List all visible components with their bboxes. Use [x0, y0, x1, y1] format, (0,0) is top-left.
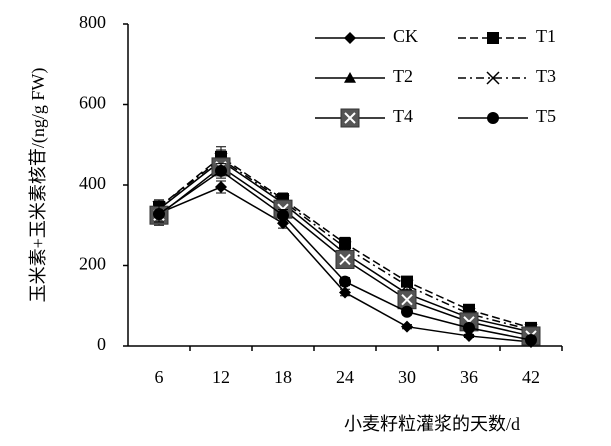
data-point	[339, 275, 351, 288]
data-point	[215, 181, 227, 194]
marker-shape	[463, 321, 475, 334]
data-point	[401, 320, 413, 333]
marker-shape	[339, 275, 351, 288]
x-tick-label: 18	[274, 367, 292, 387]
data-point	[339, 286, 351, 299]
marker-shape	[215, 181, 227, 194]
marker-shape	[344, 32, 356, 44]
x-tick-label: 30	[398, 367, 416, 387]
legend-marker	[487, 32, 499, 44]
marker-shape	[339, 286, 351, 299]
x-axis-label: 小麦籽粒灌浆的天数/d	[344, 414, 520, 434]
data-point	[525, 333, 537, 346]
data-point	[335, 249, 355, 269]
data-point	[153, 207, 165, 220]
data-point	[397, 290, 417, 310]
x-tick-label: 42	[522, 367, 540, 387]
legend-label: T5	[536, 106, 556, 126]
legend-marker	[486, 71, 500, 85]
data-point	[401, 305, 413, 318]
data-point	[463, 321, 475, 334]
legend-label: T1	[536, 26, 556, 46]
y-tick-label: 800	[79, 12, 106, 32]
legend-marker	[340, 108, 360, 128]
legend-marker	[487, 112, 499, 124]
y-tick-label: 200	[79, 254, 106, 274]
x-tick-label: 6	[155, 367, 164, 387]
legend-label: T2	[393, 66, 413, 86]
marker-shape	[344, 112, 356, 124]
y-tick-label: 0	[97, 334, 106, 354]
y-axis-label: 玉米素+玉米素核苷/(ng/g FW)	[28, 68, 49, 303]
marker-shape	[153, 207, 165, 220]
marker-shape	[215, 164, 227, 177]
marker-shape	[339, 253, 351, 266]
data-point	[277, 209, 289, 222]
y-tick-label: 400	[79, 173, 106, 193]
marker-shape	[401, 320, 413, 333]
legend-label: T4	[393, 106, 413, 126]
x-tick-label: 12	[212, 367, 230, 387]
legend-marker	[344, 32, 356, 44]
marker-shape	[401, 294, 413, 306]
data-point	[400, 279, 414, 293]
y-tick-label: 600	[79, 93, 106, 113]
x-tick-label: 36	[460, 367, 478, 387]
marker-shape	[486, 71, 500, 85]
legend-label: T3	[536, 66, 556, 86]
x-tick-label: 24	[336, 367, 354, 387]
data-point	[215, 164, 227, 177]
marker-shape	[525, 333, 537, 346]
legend-marker	[344, 72, 356, 83]
marker-shape	[400, 279, 414, 293]
legend-label: CK	[393, 26, 418, 46]
marker-shape	[487, 112, 499, 124]
marker-shape	[487, 32, 499, 44]
marker-shape	[344, 72, 356, 83]
marker-shape	[277, 209, 289, 222]
marker-shape	[401, 305, 413, 318]
